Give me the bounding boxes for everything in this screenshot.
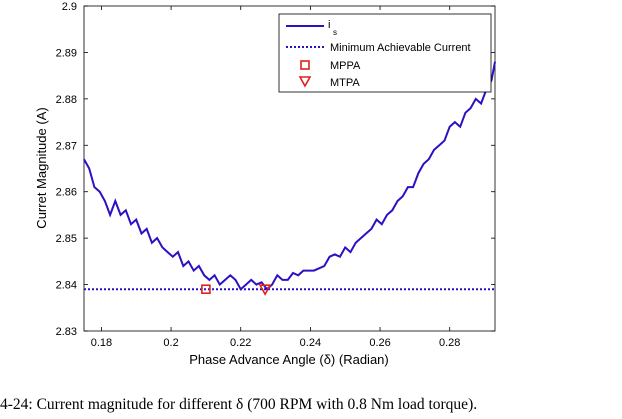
y-tick-label: 2.89 bbox=[56, 47, 77, 59]
mppa-marker bbox=[201, 284, 211, 295]
legend-is-subscript: s bbox=[333, 28, 337, 37]
axis-ticks: 0.18 0.2 0.22 0.24 0.26 0.28 2.83 2.84 2.85 2.86 2… bbox=[56, 1, 495, 349]
legend-mppa-marker bbox=[300, 60, 310, 70]
legend-mtpa-marker bbox=[298, 76, 312, 88]
legend-mtpa-label: MTPA bbox=[330, 77, 360, 89]
x-tick-label: 0.22 bbox=[230, 337, 251, 349]
y-axis-label: Curret Magnitude (A) bbox=[34, 107, 49, 228]
x-tick-label: 0.28 bbox=[439, 337, 460, 349]
legend-min-current-label: Minimum Achievable Current bbox=[330, 42, 471, 54]
plot-area bbox=[83, 5, 496, 332]
series-layer bbox=[83, 61, 496, 291]
chart: 0.18 0.2 0.22 0.24 0.26 0.28 2.83 2.84 2.85 2.86 2… bbox=[34, 1, 496, 367]
y-tick-label: 2.9 bbox=[62, 1, 77, 13]
x-tick-label: 0.2 bbox=[163, 337, 178, 349]
y-tick-label: 2.84 bbox=[56, 280, 77, 292]
y-tick-label: 2.86 bbox=[56, 187, 77, 199]
x-tick-label: 0.24 bbox=[300, 337, 321, 349]
plot-border bbox=[83, 5, 496, 332]
y-tick-label: 2.88 bbox=[56, 94, 77, 106]
y-tick-label: 2.87 bbox=[56, 140, 77, 152]
x-tick-label: 0.26 bbox=[369, 337, 390, 349]
figure-caption: 4-24: Current magnitude for different δ … bbox=[0, 396, 478, 413]
y-tick-label: 2.85 bbox=[56, 233, 77, 245]
mtpa-marker bbox=[258, 284, 272, 296]
x-axis-label: Phase Advance Angle (δ) (Radian) bbox=[189, 352, 388, 367]
marker-layer bbox=[201, 284, 272, 296]
x-tick-label: 0.18 bbox=[91, 337, 112, 349]
legend: i s Minimum Achievable Current MPPA MTPA bbox=[278, 13, 492, 93]
series-is-line bbox=[83, 61, 496, 291]
legend-mppa-label: MPPA bbox=[330, 60, 361, 72]
y-tick-label: 2.83 bbox=[56, 326, 77, 338]
legend-is-label: i bbox=[328, 19, 330, 31]
